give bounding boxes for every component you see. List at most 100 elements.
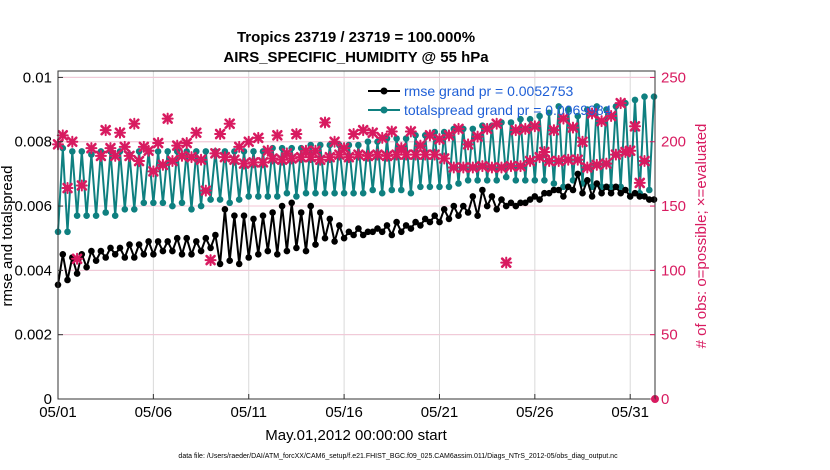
rmse-point <box>631 189 639 197</box>
rmse-point <box>159 247 167 255</box>
spread-point <box>73 212 81 219</box>
spread-point <box>531 177 539 184</box>
obs-evaluated-point <box>75 179 88 192</box>
rmse-point <box>593 180 601 187</box>
spread-point <box>226 199 233 207</box>
rmse-point <box>92 257 100 265</box>
obs-evaluated-point <box>190 126 203 139</box>
y-right-tick-label: 50 <box>661 327 678 344</box>
obs-evaluated-point <box>381 149 394 162</box>
obs-evaluated-point <box>113 126 126 139</box>
obs-evaluated-point <box>485 161 498 174</box>
spread-point <box>216 196 224 203</box>
rmse-point <box>154 238 162 245</box>
spread-point <box>321 189 329 197</box>
rmse-point <box>264 247 272 255</box>
rmse-point <box>641 193 648 200</box>
spread-point <box>464 177 472 184</box>
obs-evaluated-point <box>171 139 184 152</box>
spread-point <box>178 199 186 207</box>
rmse-point <box>626 193 634 200</box>
spread-point <box>564 106 572 113</box>
obs-evaluated-point <box>185 151 198 164</box>
spread-point <box>364 138 372 145</box>
spread-point <box>350 189 357 197</box>
spread-point <box>331 189 338 197</box>
rmse-point <box>517 199 524 207</box>
legend-spread-label: totalspread grand pr = 0.0069984 <box>404 102 612 118</box>
obs-evaluated-point <box>261 144 274 157</box>
spread-point <box>111 212 119 219</box>
rmse-point <box>83 263 90 271</box>
rmse-point <box>603 183 610 191</box>
rmse-point <box>326 215 334 223</box>
rmse-point <box>135 241 143 248</box>
obs-evaluated-point <box>633 176 646 189</box>
obs-evaluated-point <box>438 152 451 165</box>
rmse-point <box>383 222 391 229</box>
spread-point <box>641 93 648 100</box>
rmse-point <box>460 202 467 210</box>
rmse-point <box>193 238 200 245</box>
spread-point <box>197 202 205 210</box>
rmse-point <box>88 247 95 255</box>
obs-evaluated-point <box>638 155 651 168</box>
rmse-point <box>212 231 219 239</box>
rmse-point <box>312 241 319 248</box>
rmse-point <box>336 222 343 229</box>
obs-evaluated-point <box>600 157 613 170</box>
rmse-point <box>398 228 405 236</box>
rmse-point <box>378 228 386 236</box>
chart-title: Tropics 23719 / 23719 = 100.000% <box>237 29 475 46</box>
obs-evaluated-point <box>528 120 541 133</box>
obs-evaluated-point <box>347 128 360 141</box>
obs-evaluated-point <box>147 165 160 178</box>
spread-point <box>560 183 567 191</box>
obs-evaluated-point <box>61 182 74 195</box>
rmse-point <box>145 238 152 245</box>
x-tick-label: 05/11 <box>231 404 267 421</box>
spread-point <box>340 189 348 197</box>
obs-evaluated-point <box>595 115 608 128</box>
rmse-point <box>560 193 567 200</box>
obs-evaluated-point <box>547 124 560 137</box>
obs-evaluated-point <box>576 135 589 148</box>
y-right-tick-label: 150 <box>661 198 686 215</box>
obs-evaluated-point <box>252 131 265 144</box>
rmse-point <box>226 257 233 265</box>
rmse-point <box>169 247 176 255</box>
obs-evaluated-point <box>99 124 112 137</box>
spread-point <box>188 206 195 213</box>
rmse-point <box>555 186 562 194</box>
obs-evaluated-point <box>590 158 603 171</box>
obs-evaluated-point <box>452 122 465 135</box>
rmse-point <box>393 218 400 226</box>
obs-evaluated-point <box>481 122 494 135</box>
spread-point <box>555 103 562 110</box>
obs-evaluated-point <box>586 107 599 120</box>
y-left-tick-label: 0.002 <box>14 327 52 344</box>
rmse-point <box>531 193 539 200</box>
legend-spread-marker <box>380 106 388 114</box>
obs-evaluated-point <box>557 112 570 125</box>
x-tick-label: 05/26 <box>516 404 554 421</box>
obs-evaluated-point <box>366 126 379 139</box>
rmse-point <box>307 202 315 210</box>
y-left-axis-ticks: 0 0.002 0.004 0.006 0.008 0.01 <box>14 69 63 408</box>
obs-evaluated-point <box>118 140 131 153</box>
rmse-point <box>579 189 586 197</box>
obs-evaluated-point <box>257 156 270 169</box>
spread-point <box>245 193 252 200</box>
rmse-point <box>283 247 291 255</box>
rmse-point <box>646 196 653 203</box>
spread-point <box>92 212 100 219</box>
y-right-tick-label: 0 <box>661 391 669 408</box>
obs-evaluated-series <box>52 97 651 269</box>
x-tick-label: 05/21 <box>421 404 459 421</box>
rmse-series <box>54 170 658 289</box>
spread-point <box>541 177 548 184</box>
spread-point <box>64 228 71 236</box>
rmse-point <box>598 189 605 197</box>
rmse-point <box>574 170 582 178</box>
